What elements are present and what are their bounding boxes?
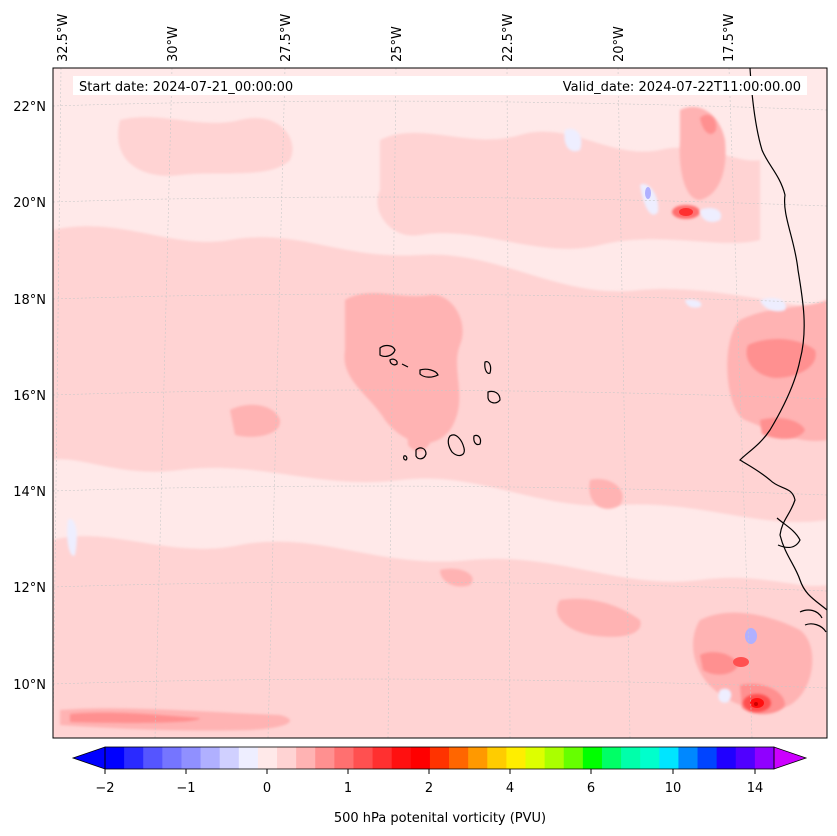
graticule xyxy=(53,68,827,738)
colorbar-cell xyxy=(372,747,393,769)
colorbar-frame xyxy=(104,746,775,770)
colorbar-tick-label: 2 xyxy=(425,781,433,796)
lon-label: 30°W xyxy=(166,26,181,62)
colorbar-tick-label: 10 xyxy=(665,781,682,796)
colorbar-tick-label: 1 xyxy=(344,781,352,796)
colorbar-cell xyxy=(754,747,775,769)
colorbar-tick-label: 4 xyxy=(506,781,514,796)
colorbar-tick-label: 0 xyxy=(263,781,271,796)
lat-label: 22°N xyxy=(13,100,46,115)
cape-verde-islands xyxy=(379,344,501,461)
colorbar: −2 −1 0 1 2 4 6 10 14 500 hPa potenital … xyxy=(71,746,808,826)
lat-label: 12°N xyxy=(13,581,46,596)
colorbar-tick-label: −1 xyxy=(176,781,195,796)
colorbar-label: 500 hPa potenital vorticity (PVU) xyxy=(334,811,546,826)
lat-label: 14°N xyxy=(13,485,46,500)
colorbar-cell xyxy=(181,747,201,769)
colorbar-cell xyxy=(506,747,526,769)
colorbar-cell xyxy=(238,747,259,769)
colorbar-cell xyxy=(716,747,737,769)
colorbar-cell xyxy=(582,747,603,769)
colorbar-cell xyxy=(296,747,316,769)
colorbar-cell xyxy=(659,747,679,769)
valid-date-label: Valid_date: 2024-07-22T11:00:00.00 xyxy=(563,80,801,95)
colorbar-cell xyxy=(334,747,354,769)
map-frame xyxy=(52,67,828,739)
colorbar-cell xyxy=(735,747,756,769)
date-header: Start date: 2024-07-21_00:00:00 Valid_da… xyxy=(73,76,807,95)
colorbar-cell xyxy=(487,747,507,769)
start-date-label: Start date: 2024-07-21_00:00:00 xyxy=(79,80,293,95)
coastlines xyxy=(739,68,827,633)
date-header-background xyxy=(73,76,807,95)
colorbar-cell xyxy=(277,747,297,769)
colorbar-cells xyxy=(105,747,775,769)
pv-negative-areas xyxy=(67,128,786,703)
colorbar-ticks: −2 −1 0 1 2 4 6 10 14 xyxy=(95,769,763,796)
colorbar-cell xyxy=(697,747,718,769)
map-panel: Start date: 2024-07-21_00:00:00 Valid_da… xyxy=(52,67,828,739)
colorbar-cell xyxy=(544,747,565,769)
pv-contour-fill-medium xyxy=(60,106,827,731)
colorbar-cell xyxy=(429,747,450,769)
colorbar-cell xyxy=(468,747,488,769)
latitude-labels: 22°N 20°N 18°N 16°N 14°N 12°N 10°N xyxy=(13,100,46,693)
colorbar-cell xyxy=(124,747,144,769)
pv-negative-cores xyxy=(645,187,757,644)
lon-label: 25°W xyxy=(390,26,405,62)
colorbar-cell xyxy=(678,747,698,769)
lon-label: 17.5°W xyxy=(722,14,737,62)
colorbar-cell xyxy=(219,747,240,769)
colorbar-under-triangle xyxy=(71,746,106,770)
pv-maxima xyxy=(672,205,771,712)
colorbar-tick-label: 6 xyxy=(587,781,595,796)
colorbar-cell xyxy=(200,747,221,769)
colorbar-cell xyxy=(563,747,584,769)
lat-label: 10°N xyxy=(13,678,46,693)
lat-label: 16°N xyxy=(13,389,46,404)
colorbar-tick-label: 14 xyxy=(747,781,764,796)
lon-label: 27.5°W xyxy=(279,14,294,62)
lon-label: 32.5°W xyxy=(56,14,71,62)
colorbar-cell xyxy=(621,747,641,769)
colorbar-tick-label: −2 xyxy=(95,781,114,796)
lon-label: 22.5°W xyxy=(501,14,516,62)
lat-label: 18°N xyxy=(13,293,46,308)
colorbar-cell xyxy=(143,747,163,769)
colorbar-over-triangle xyxy=(773,746,808,770)
colorbar-cell xyxy=(640,747,660,769)
colorbar-cell xyxy=(525,747,546,769)
colorbar-cell xyxy=(410,747,431,769)
colorbar-cell xyxy=(257,747,278,769)
colorbar-cell xyxy=(353,747,373,769)
lat-label: 20°N xyxy=(13,196,46,211)
colorbar-cell xyxy=(105,747,125,769)
colorbar-cell xyxy=(449,747,469,769)
colorbar-cell xyxy=(315,747,335,769)
lon-label: 20°W xyxy=(612,26,627,62)
colorbar-cell xyxy=(601,747,622,769)
colorbar-cell xyxy=(391,747,412,769)
colorbar-cell xyxy=(162,747,182,769)
longitude-labels: 32.5°W 30°W 27.5°W 25°W 22.5°W 20°W 17.5… xyxy=(56,14,737,62)
